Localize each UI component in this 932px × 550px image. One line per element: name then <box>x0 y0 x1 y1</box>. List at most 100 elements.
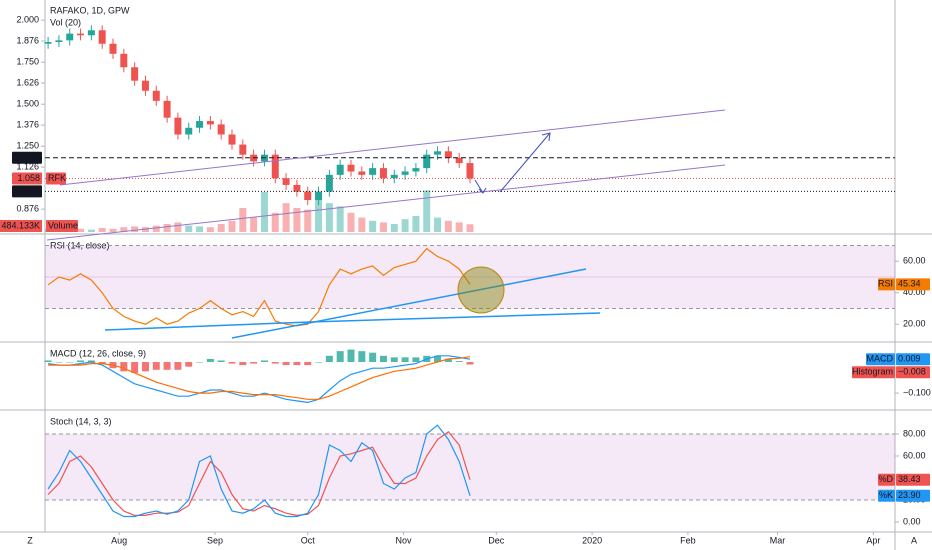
scale-button[interactable]: Z <box>27 535 33 545</box>
histogram-last-value-bg <box>896 366 930 379</box>
histogram-bar <box>141 362 149 372</box>
indicator-line <box>47 247 471 327</box>
candle-body <box>109 43 117 54</box>
y-tick-label: 1.500 <box>16 99 39 109</box>
histogram-bar <box>347 349 355 363</box>
y-tick-label: 1.626 <box>16 77 39 87</box>
series-name-badge: RSI <box>878 279 893 289</box>
arrow-down <box>474 179 484 194</box>
volume-bar <box>379 222 387 232</box>
candle-body <box>120 53 128 68</box>
series-name-badge-bg <box>878 489 895 502</box>
channel-lower <box>46 164 726 241</box>
histogram-bar <box>369 352 377 363</box>
series-last-value: 0.009 <box>898 354 921 364</box>
histogram-bar <box>131 362 139 373</box>
volume-bar <box>87 229 95 232</box>
series-name-badge-bg <box>866 353 895 366</box>
candle-body <box>444 151 452 159</box>
pane-title: Stoch (14, 3, 3) <box>50 416 112 426</box>
channel-upper <box>59 109 726 186</box>
candle-body <box>347 164 355 172</box>
histogram-bar <box>98 362 106 364</box>
trend-line <box>104 321 311 331</box>
arrow-head <box>478 187 487 194</box>
histogram-name-badge-bg <box>852 366 895 379</box>
volume-bar <box>271 212 279 232</box>
histogram-bar <box>271 362 279 364</box>
histogram-bar <box>206 358 214 363</box>
volume-bar <box>260 192 268 232</box>
series-name-badge-bg <box>878 278 895 291</box>
symbol-label: RFK <box>48 173 66 183</box>
volume-bar <box>109 228 117 232</box>
candle-body <box>358 171 366 175</box>
trend-line <box>309 312 601 323</box>
histogram-bar <box>174 362 182 370</box>
volume-bar <box>369 220 377 232</box>
volume-bar <box>282 203 290 232</box>
x-tick-label: Sep <box>207 535 223 545</box>
candle-body <box>141 80 149 91</box>
histogram-bar <box>379 355 387 363</box>
histogram-bar <box>412 357 420 363</box>
candle-body <box>271 154 279 179</box>
candle-body <box>239 144 247 155</box>
volume-bar <box>120 227 128 232</box>
volume-bar <box>444 220 452 232</box>
candle-body <box>293 184 301 192</box>
volume-bar <box>131 226 139 232</box>
histogram-bar <box>358 351 366 363</box>
volume-last-bg <box>0 220 42 232</box>
candle-body <box>379 168 387 179</box>
histogram-bar <box>304 362 312 366</box>
level-label: 1.058 <box>17 173 40 183</box>
volume-bar <box>358 217 366 232</box>
candle-body <box>44 42 52 44</box>
volume-bar <box>239 208 247 232</box>
volume-name: Volume <box>48 220 78 230</box>
y-tick-label: 1.126 <box>16 161 39 171</box>
y-tick-label: 60.00 <box>903 450 926 460</box>
x-tick-label: Feb <box>680 535 696 545</box>
candle-body <box>152 90 160 101</box>
series-name-badge: MACD <box>867 354 894 364</box>
arrow-up <box>499 132 551 193</box>
pane-title: MACD (12, 26, close, 9) <box>50 348 146 358</box>
volume-bar <box>390 224 398 232</box>
candle-body <box>434 151 442 155</box>
level-label-bg <box>12 185 42 198</box>
histogram-bar <box>66 362 74 363</box>
volume-bar <box>304 209 312 232</box>
band-fill <box>45 245 895 309</box>
volume-bar <box>206 227 214 232</box>
histogram-bar <box>228 362 236 364</box>
candle-body <box>55 40 63 43</box>
series-name-badge: %D <box>878 474 893 484</box>
candle-body <box>66 33 74 41</box>
highlight-circle <box>457 266 505 314</box>
candle-body <box>390 174 398 179</box>
candle-body <box>325 174 333 192</box>
series-last-value-bg <box>896 473 930 486</box>
series-last-value: 23.90 <box>898 490 921 500</box>
histogram-bar <box>282 362 290 366</box>
candle-body <box>466 163 474 179</box>
chart-title: RAFAKO, 1D, GPW <box>50 5 130 15</box>
histogram-bar <box>152 362 160 370</box>
x-tick-label: Oct <box>301 535 316 545</box>
level-label-bg <box>12 172 42 185</box>
volume-bar <box>250 217 258 232</box>
histogram-bar <box>390 357 398 363</box>
histogram-bar <box>401 357 409 363</box>
candle-body <box>455 158 463 164</box>
auto-scale-button[interactable]: A <box>911 535 917 545</box>
series-last-value: 45.34 <box>898 279 921 289</box>
drawings <box>46 109 726 339</box>
y-tick-label: 60.00 <box>903 256 926 266</box>
x-tick-label: Aug <box>111 535 127 545</box>
y-tick-label: 1.376 <box>16 119 39 129</box>
trend-line <box>231 268 587 339</box>
candle-body <box>87 30 95 36</box>
x-tick-label: Dec <box>488 535 505 545</box>
